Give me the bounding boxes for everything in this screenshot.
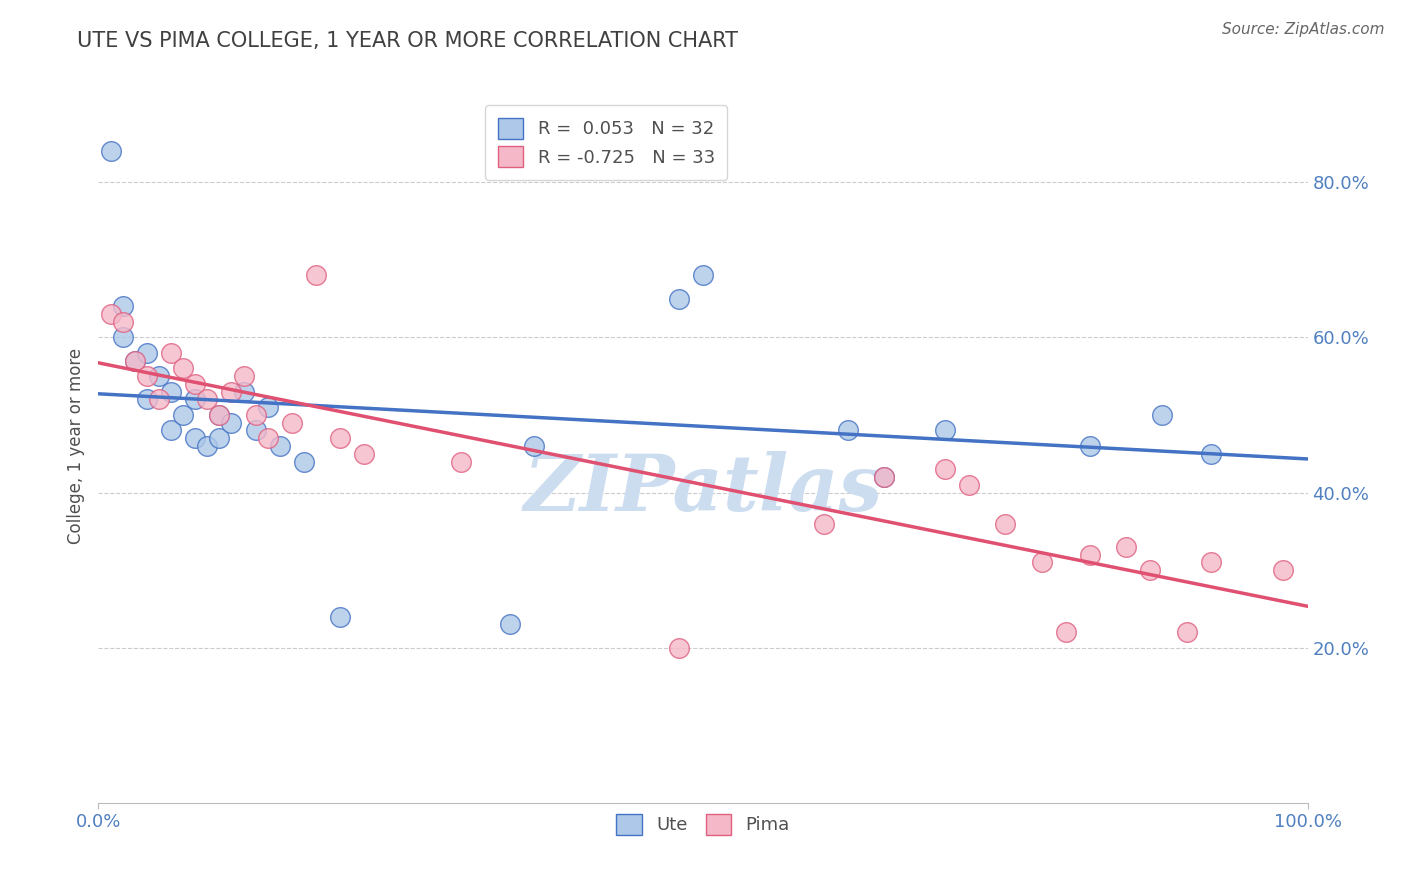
Point <box>813 516 835 531</box>
Point <box>692 268 714 283</box>
Point <box>135 392 157 407</box>
Point <box>1115 540 1137 554</box>
Point <box>148 392 170 407</box>
Point <box>1031 555 1053 569</box>
Point <box>232 384 254 399</box>
Point <box>124 353 146 368</box>
Point <box>1272 563 1295 577</box>
Point <box>184 392 207 407</box>
Point <box>195 392 218 407</box>
Point <box>450 454 472 468</box>
Point <box>160 384 183 399</box>
Point <box>100 307 122 321</box>
Point <box>172 361 194 376</box>
Point <box>353 447 375 461</box>
Point <box>245 408 267 422</box>
Point <box>208 408 231 422</box>
Point <box>111 315 134 329</box>
Point <box>1199 555 1222 569</box>
Point <box>281 416 304 430</box>
Point <box>184 376 207 391</box>
Point <box>668 640 690 655</box>
Text: Source: ZipAtlas.com: Source: ZipAtlas.com <box>1222 22 1385 37</box>
Point <box>873 470 896 484</box>
Point <box>100 145 122 159</box>
Text: UTE VS PIMA COLLEGE, 1 YEAR OR MORE CORRELATION CHART: UTE VS PIMA COLLEGE, 1 YEAR OR MORE CORR… <box>77 31 738 51</box>
Point <box>1199 447 1222 461</box>
Point <box>208 431 231 445</box>
Point <box>160 424 183 438</box>
Point <box>1152 408 1174 422</box>
Point <box>195 439 218 453</box>
Point <box>221 384 243 399</box>
Point <box>994 516 1017 531</box>
Point <box>498 617 520 632</box>
Point <box>292 454 315 468</box>
Point <box>135 369 157 384</box>
Point <box>172 408 194 422</box>
Point <box>184 431 207 445</box>
Point <box>305 268 328 283</box>
Point <box>269 439 291 453</box>
Point <box>523 439 546 453</box>
Legend: Ute, Pima: Ute, Pima <box>607 805 799 844</box>
Point <box>148 369 170 384</box>
Point <box>208 408 231 422</box>
Point <box>135 346 157 360</box>
Point <box>221 416 243 430</box>
Point <box>160 346 183 360</box>
Point <box>256 401 278 415</box>
Point <box>934 424 956 438</box>
Point <box>1078 439 1101 453</box>
Point <box>245 424 267 438</box>
Point <box>668 292 690 306</box>
Y-axis label: College, 1 year or more: College, 1 year or more <box>67 348 86 544</box>
Point <box>256 431 278 445</box>
Point <box>1078 548 1101 562</box>
Point <box>1175 625 1198 640</box>
Point <box>934 462 956 476</box>
Point <box>329 431 352 445</box>
Point <box>1054 625 1077 640</box>
Text: ZIPatlas: ZIPatlas <box>523 450 883 527</box>
Point <box>124 353 146 368</box>
Point <box>329 609 352 624</box>
Point <box>111 299 134 313</box>
Point <box>1139 563 1161 577</box>
Point <box>873 470 896 484</box>
Point <box>111 330 134 344</box>
Point <box>837 424 859 438</box>
Point <box>957 477 980 491</box>
Point <box>232 369 254 384</box>
